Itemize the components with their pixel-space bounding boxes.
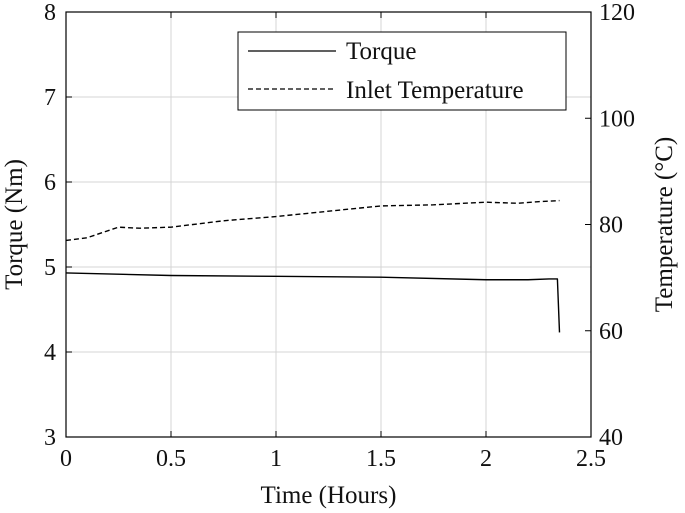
x-tick-label: 0 xyxy=(60,446,72,472)
y-right-tick-label: 80 xyxy=(599,213,623,239)
axis-ticks xyxy=(65,11,592,438)
tick-labels: 0 0.5 1 1.5 2 2.5 3 4 5 6 7 8 40 60 80 100 120 xyxy=(44,0,635,472)
y-left-tick-label: 8 xyxy=(44,0,56,26)
series-line-torque xyxy=(65,272,561,333)
x-tick-label: 1 xyxy=(270,446,282,472)
legend-box xyxy=(237,31,567,111)
y-left-tick-label: 7 xyxy=(44,85,56,111)
legend-label-torque: Torque xyxy=(346,38,416,65)
y-axis-left-title: Torque (Nm) xyxy=(1,159,28,290)
legend: Torque Inlet Temperature xyxy=(237,31,567,111)
x-tick-label: 2 xyxy=(480,446,492,472)
x-axis-title: Time (Hours) xyxy=(261,482,397,509)
y-axis-right-title: Temperature (°C) xyxy=(651,137,678,313)
y-right-tick-label: 40 xyxy=(599,425,623,451)
series-lines xyxy=(65,199,561,333)
legend-label-inlet-temperature: Inlet Temperature xyxy=(346,77,524,104)
x-tick-label: 1.5 xyxy=(366,446,396,472)
y-right-tick-label: 60 xyxy=(599,319,623,345)
x-tick-label: 2.5 xyxy=(576,446,606,472)
y-left-tick-label: 4 xyxy=(44,340,56,366)
y-right-tick-label: 120 xyxy=(599,0,635,26)
y-left-tick-label: 5 xyxy=(44,255,56,281)
y-left-tick-label: 3 xyxy=(44,425,56,451)
y-left-tick-label: 6 xyxy=(44,170,56,196)
y-right-tick-label: 100 xyxy=(599,106,635,132)
x-tick-label: 0.5 xyxy=(156,446,186,472)
series-line-inlet-temperature xyxy=(65,199,560,242)
